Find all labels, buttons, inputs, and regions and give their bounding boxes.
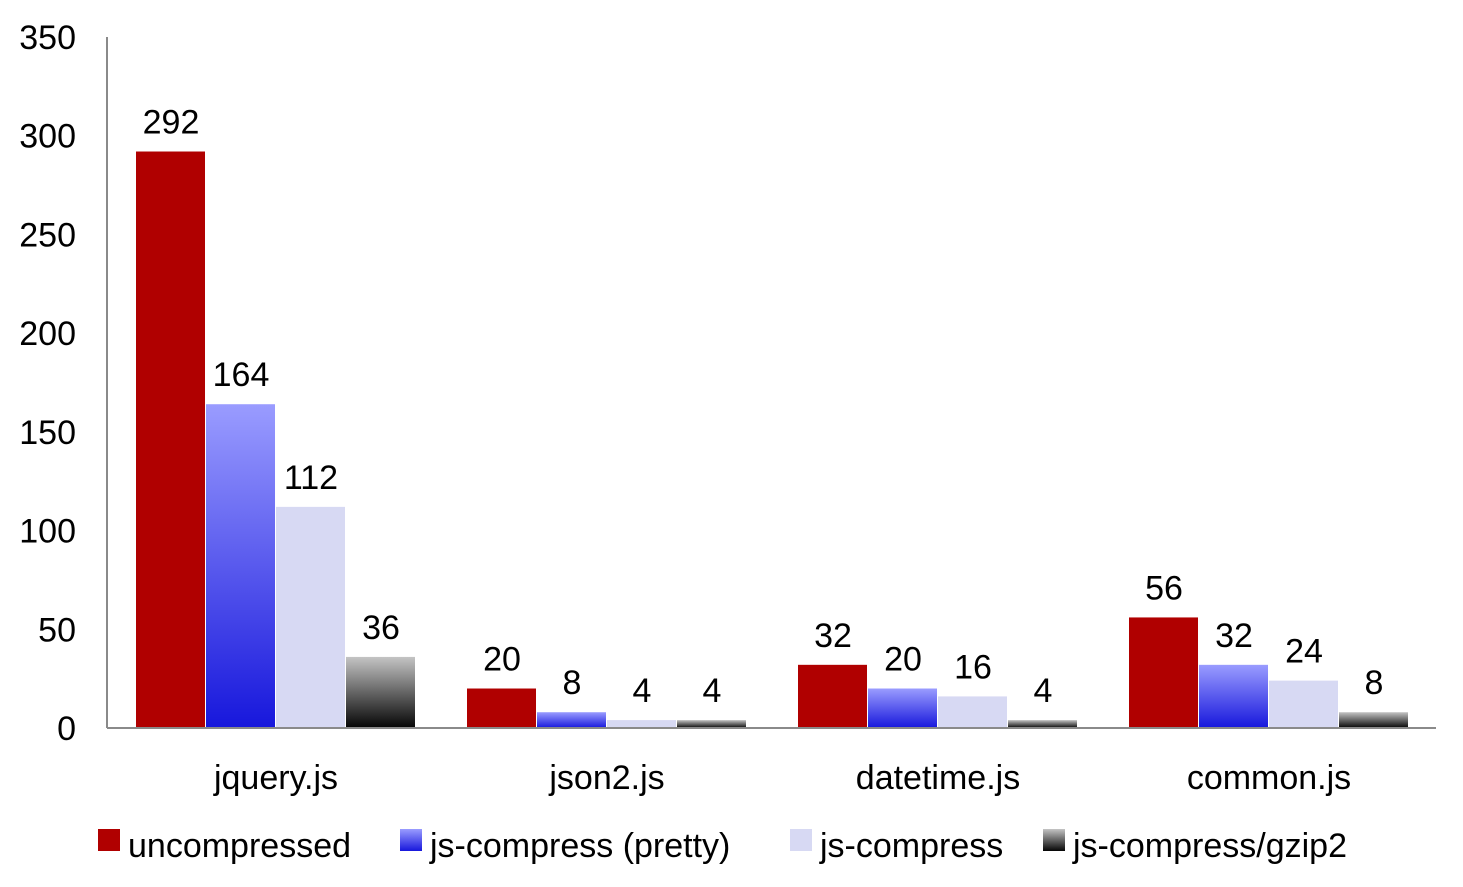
- data-label: 56: [1145, 569, 1183, 607]
- data-label: 8: [563, 664, 582, 702]
- bar-js-compress-gzip2-datetime-js: [1008, 720, 1077, 728]
- data-label: 292: [143, 104, 200, 142]
- legend: uncompressed js-compress (pretty) js-compr…: [98, 827, 1347, 865]
- bar-js-compress-datetime-js: [938, 696, 1007, 728]
- data-label: 24: [1285, 633, 1323, 671]
- bar-uncompressed-datetime-js: [798, 664, 867, 728]
- legend-swatch: [1043, 829, 1065, 851]
- x-axis-labels: jquery.js json2.js datetime.js common.js: [213, 759, 1351, 797]
- bar-uncompressed-common-js: [1129, 617, 1198, 728]
- bar-uncompressed-jquery-js: [136, 151, 205, 729]
- legend-label: js-compress/gzip2: [1072, 827, 1347, 865]
- bar-js-compress-common-js: [1269, 680, 1338, 728]
- legend-label: js-compress (pretty): [429, 827, 730, 865]
- x-category-label: datetime.js: [856, 759, 1020, 797]
- bar-js-compress-json2-js: [607, 720, 676, 728]
- data-label: 4: [703, 672, 722, 710]
- y-tick-label: 100: [19, 513, 76, 551]
- y-tick-label: 300: [19, 118, 76, 156]
- x-category-label: json2.js: [548, 759, 664, 797]
- bar-js-compress-gzip2-common-js: [1339, 712, 1408, 728]
- x-category-label: jquery.js: [213, 759, 338, 797]
- legend-label: js-compress: [819, 827, 1003, 865]
- data-label: 32: [1215, 617, 1253, 655]
- data-label: 4: [633, 672, 652, 710]
- legend-swatch: [400, 829, 422, 851]
- bar-js-compress-gzip2-jquery-js: [346, 656, 415, 728]
- bars-group: [136, 151, 1408, 729]
- y-tick-label: 350: [19, 19, 76, 57]
- bar-js-compress-gzip2-json2-js: [677, 720, 746, 728]
- y-tick-label: 50: [38, 611, 76, 649]
- y-tick-label: 250: [19, 216, 76, 254]
- bar-js-compress-pretty--common-js: [1199, 664, 1268, 728]
- bar-js-compress-jquery-js: [276, 506, 345, 728]
- legend-swatch: [790, 829, 812, 851]
- data-label: 8: [1365, 664, 1384, 702]
- data-label: 20: [483, 641, 521, 679]
- bar-js-compress-pretty--json2-js: [537, 712, 606, 728]
- data-label: 164: [213, 356, 270, 394]
- y-tick-label: 0: [57, 710, 76, 748]
- bar-js-compress-pretty--jquery-js: [206, 404, 275, 728]
- y-tick-label: 150: [19, 414, 76, 452]
- legend-swatch: [98, 829, 120, 851]
- data-label: 4: [1034, 672, 1053, 710]
- x-category-label: common.js: [1187, 759, 1351, 797]
- y-tick-label: 200: [19, 315, 76, 353]
- data-label: 16: [954, 648, 992, 686]
- legend-label: uncompressed: [128, 827, 351, 865]
- data-label: 36: [362, 609, 400, 647]
- data-label: 32: [814, 617, 852, 655]
- bar-js-compress-pretty--datetime-js: [868, 688, 937, 728]
- data-label: 112: [284, 459, 338, 497]
- data-label: 20: [884, 641, 922, 679]
- bar-uncompressed-json2-js: [467, 688, 536, 728]
- y-axis-ticks: 0 50 100 150 200 250 300 350: [19, 19, 76, 748]
